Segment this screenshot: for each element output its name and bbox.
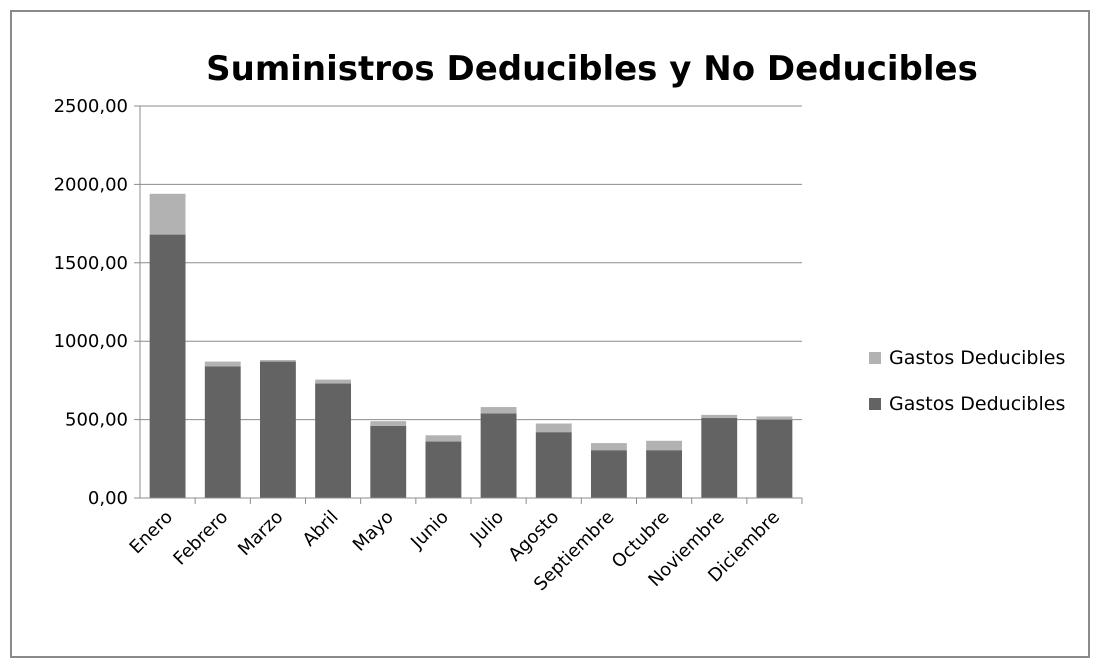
bar-series-1-febrero — [204, 366, 241, 498]
legend-label: Gastos Deducibles — [889, 347, 1065, 369]
bars-layer — [149, 193, 793, 499]
bar-series-1-octubre — [646, 450, 683, 498]
y-tick-label: 2500,00 — [54, 96, 128, 117]
bar-series-2-diciembre — [756, 416, 793, 420]
bar-series-2-marzo — [259, 360, 296, 362]
bar-series-2-abril — [315, 379, 352, 384]
x-tick-label: Abril — [299, 507, 343, 551]
y-tick-label: 0,00 — [88, 488, 128, 509]
chart-title: Suministros Deducibles y No Deducibles — [206, 49, 978, 89]
bar-series-1-diciembre — [756, 419, 793, 498]
bar-series-2-julio — [480, 407, 517, 414]
bar-series-2-mayo — [370, 421, 407, 426]
bar-series-2-octubre — [646, 440, 683, 451]
legend: Gastos Deducibles Gastos Deducibles — [869, 347, 1065, 415]
x-tick-label: Marzo — [234, 507, 287, 560]
bar-series-2-noviembre — [701, 414, 738, 419]
legend-label: Gastos Deducibles — [889, 393, 1065, 415]
legend-swatch — [869, 352, 881, 364]
x-tick-label: Enero — [126, 507, 178, 559]
bar-series-2-febrero — [204, 361, 241, 367]
y-tick-label: 2000,00 — [54, 174, 128, 195]
bar-series-1-abril — [315, 383, 352, 498]
bar-series-1-junio — [425, 441, 462, 498]
bar-series-1-agosto — [535, 432, 572, 498]
x-tick-label: Junio — [406, 507, 453, 554]
y-tick-label: 1000,00 — [54, 331, 128, 352]
x-tick-label: Julio — [466, 507, 508, 549]
legend-swatch — [869, 398, 881, 410]
bar-series-1-marzo — [259, 361, 296, 498]
bar-series-2-septiembre — [590, 443, 627, 451]
bar-series-1-julio — [480, 413, 517, 498]
chart-frame: Suministros Deducibles y No Deducibles 0… — [10, 10, 1090, 658]
bar-series-1-septiembre — [590, 450, 627, 498]
y-tick-label: 500,00 — [65, 410, 128, 431]
bar-series-1-enero — [149, 234, 186, 499]
chart-svg: Suministros Deducibles y No Deducibles 0… — [54, 49, 1066, 595]
y-tick-label: 1500,00 — [54, 253, 128, 274]
bar-series-1-noviembre — [701, 418, 738, 498]
bar-series-1-mayo — [370, 425, 407, 498]
bar-series-2-enero — [149, 193, 186, 235]
bar-series-2-agosto — [535, 423, 572, 433]
x-tick-label: Febrero — [169, 507, 232, 570]
x-tick-label: Mayo — [349, 507, 398, 556]
bar-series-2-junio — [425, 435, 462, 442]
